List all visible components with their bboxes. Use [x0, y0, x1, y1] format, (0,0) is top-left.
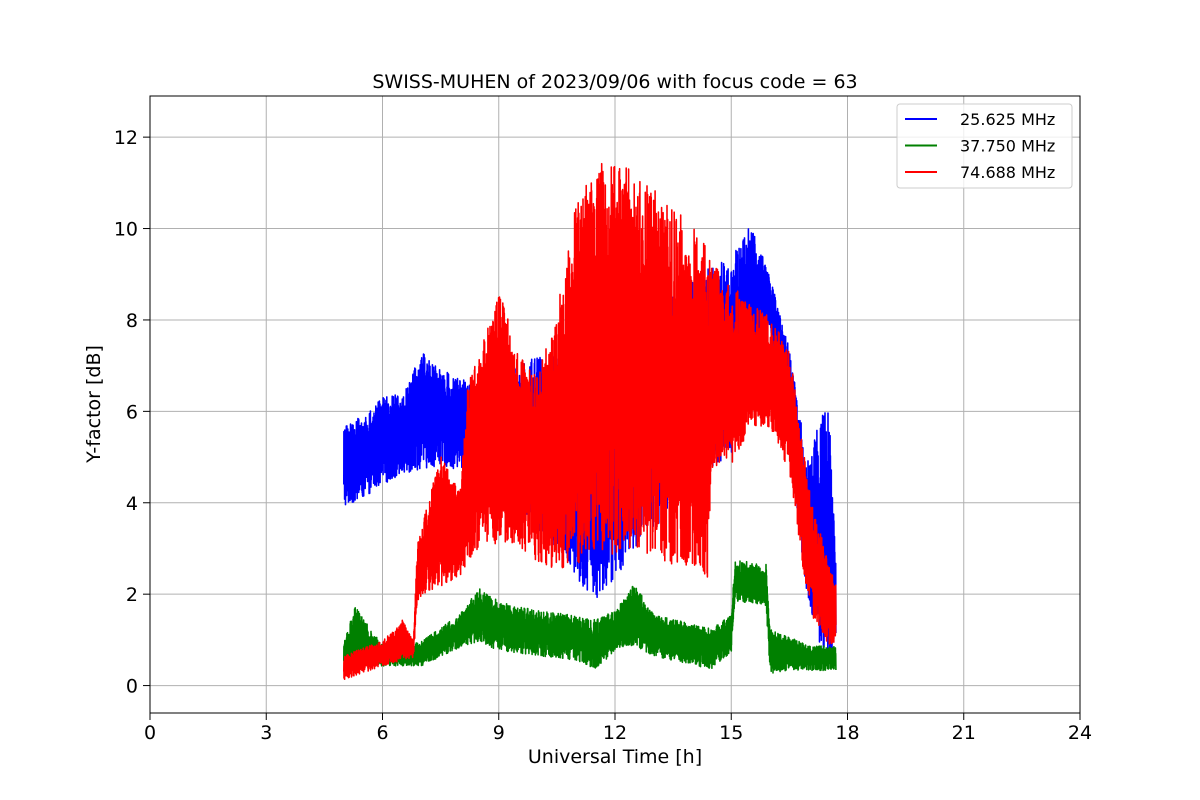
series-layer — [343, 162, 837, 680]
legend: 25.625 MHz 37.750 MHz 74.688 MHz — [896, 103, 1073, 189]
y-axis-ticks: 0 2 4 6 8 10 12 — [114, 127, 150, 698]
chart-title: SWISS-MUHEN of 2023/09/06 with focus cod… — [372, 71, 857, 93]
legend-label: 74.688 MHz — [960, 163, 1055, 182]
x-axis-ticks: 0 3 6 9 12 15 18 21 24 — [144, 713, 1092, 744]
plot-area — [149, 95, 1081, 714]
x-tick-label: 24 — [1068, 722, 1092, 744]
x-tick-label: 15 — [719, 722, 743, 744]
x-tick-label: 21 — [952, 722, 976, 744]
x-tick-label: 12 — [603, 722, 627, 744]
y-tick-label: 6 — [126, 401, 138, 423]
legend-box — [896, 103, 1073, 189]
x-tick-label: 9 — [493, 722, 505, 744]
legend-label: 25.625 MHz — [960, 110, 1055, 129]
x-tick-label: 18 — [835, 722, 859, 744]
series-line — [343, 162, 837, 680]
y-tick-label: 8 — [126, 310, 138, 332]
y-tick-label: 2 — [126, 584, 138, 606]
x-tick-label: 0 — [144, 722, 156, 744]
y-tick-label: 4 — [126, 493, 138, 515]
y-tick-label: 12 — [114, 127, 138, 149]
y-tick-label: 10 — [114, 219, 138, 241]
y-axis-label: Y-factor [dB] — [83, 345, 105, 464]
x-tick-label: 3 — [260, 722, 272, 744]
x-tick-label: 6 — [376, 722, 388, 744]
y-tick-label: 0 — [126, 676, 138, 698]
x-axis-label: Universal Time [h] — [528, 746, 702, 768]
series-line — [343, 560, 837, 674]
legend-label: 37.750 MHz — [960, 137, 1055, 156]
